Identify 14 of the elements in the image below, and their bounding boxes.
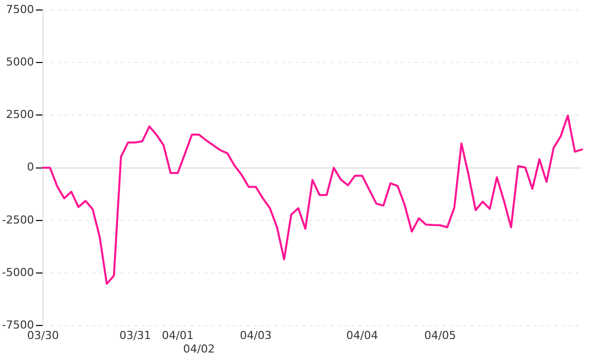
x-tick-label: 04/05 xyxy=(424,329,456,342)
x-tick-label: 04/03 xyxy=(240,329,272,342)
y-tick-label: 7500 xyxy=(6,2,34,16)
y-tick-label: 2500 xyxy=(6,108,34,122)
x-tick-label: 03/31 xyxy=(119,329,152,342)
x-tick-label: 03/30 xyxy=(27,329,59,342)
y-tick-label: -5000 xyxy=(2,266,34,279)
x-tick-label: 04/02 xyxy=(183,342,215,356)
y-tick-label: 5000 xyxy=(6,55,34,68)
y-tick-label: -2500 xyxy=(2,213,34,226)
x-tick-label: 04/01 xyxy=(162,329,194,342)
x-tick-label: 04/04 xyxy=(346,329,378,342)
y-tick-label: 0 xyxy=(26,160,34,174)
y-tick-label: -7500 xyxy=(2,318,34,332)
